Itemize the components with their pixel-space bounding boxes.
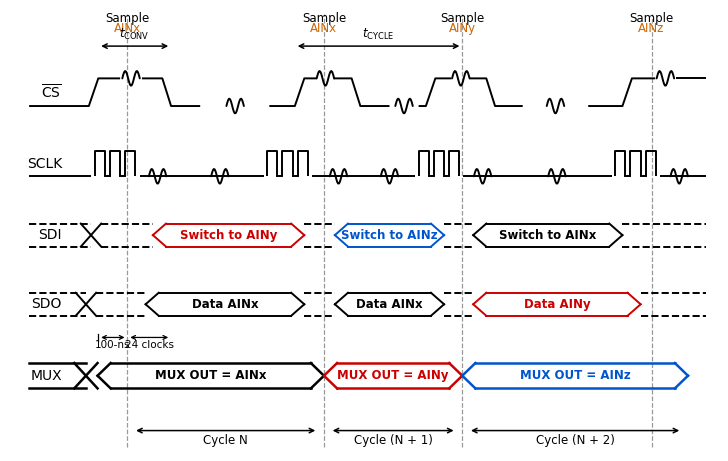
Text: Sample: Sample	[106, 12, 149, 24]
Text: $t_{\mathrm{CYCLE}}$: $t_{\mathrm{CYCLE}}$	[363, 27, 395, 42]
Text: SDO: SDO	[31, 297, 62, 311]
Text: Cycle (N + 1): Cycle (N + 1)	[354, 434, 432, 447]
Text: Cycle N: Cycle N	[203, 434, 248, 447]
Text: Switch to AINy: Switch to AINy	[180, 229, 277, 242]
Text: Switch to AINz: Switch to AINz	[341, 229, 438, 242]
Text: $\overline{\mathrm{CS}}$: $\overline{\mathrm{CS}}$	[41, 83, 62, 101]
Text: Cycle (N + 2): Cycle (N + 2)	[536, 434, 614, 447]
Text: AINx: AINx	[114, 22, 141, 35]
Text: 100-ns: 100-ns	[95, 340, 130, 350]
Text: SDI: SDI	[39, 228, 62, 242]
Text: MUX OUT = AINz: MUX OUT = AINz	[520, 369, 630, 382]
Text: AINx: AINx	[310, 22, 338, 35]
Text: Sample: Sample	[630, 12, 673, 24]
Text: Data AINx: Data AINx	[356, 298, 423, 311]
Text: SCLK: SCLK	[27, 157, 62, 171]
Text: AINz: AINz	[638, 22, 665, 35]
Text: MUX: MUX	[31, 369, 62, 383]
Text: 24 clocks: 24 clocks	[124, 340, 174, 350]
Text: Sample: Sample	[440, 12, 484, 24]
Text: Switch to AINx: Switch to AINx	[499, 229, 596, 242]
Text: Data AINx: Data AINx	[191, 298, 258, 311]
Text: MUX OUT = AINy: MUX OUT = AINy	[337, 369, 449, 382]
Text: Data AINy: Data AINy	[523, 298, 590, 311]
Text: AINy: AINy	[448, 22, 476, 35]
Text: Sample: Sample	[302, 12, 346, 24]
Text: MUX OUT = AINx: MUX OUT = AINx	[155, 369, 266, 382]
Text: $t_{\mathrm{CONV}}$: $t_{\mathrm{CONV}}$	[119, 27, 150, 42]
